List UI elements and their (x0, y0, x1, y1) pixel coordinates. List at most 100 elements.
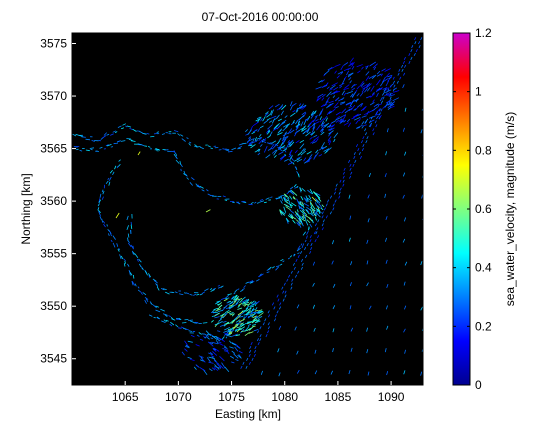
velocity-vector (313, 136, 320, 141)
velocity-vector (328, 111, 333, 114)
velocity-vector (112, 242, 116, 248)
velocity-vector (117, 140, 121, 142)
velocity-vector (346, 91, 353, 94)
velocity-vector (227, 328, 233, 333)
velocity-vector (148, 275, 151, 278)
velocity-vector (286, 278, 289, 282)
velocity-vector (384, 104, 387, 108)
velocity-vector (119, 254, 122, 260)
velocity-vector (312, 209, 315, 214)
velocity-vector (366, 87, 371, 92)
velocity-vector (280, 200, 283, 204)
velocity-vector (350, 327, 354, 332)
velocity-vector (332, 207, 335, 211)
velocity-vector (312, 126, 316, 133)
velocity-vector (238, 354, 242, 358)
velocity-vector (248, 315, 252, 318)
velocity-vector (366, 83, 372, 89)
velocity-vector (384, 193, 387, 198)
velocity-vector (323, 115, 328, 121)
velocity-vector (367, 218, 370, 223)
velocity-vector (366, 136, 369, 140)
velocity-vector (321, 128, 324, 134)
velocity-vector (389, 92, 392, 96)
velocity-vector (248, 331, 254, 334)
velocity-vector (225, 333, 231, 336)
velocity-vector (309, 239, 312, 243)
velocity-vector (202, 322, 208, 324)
velocity-vector (378, 112, 381, 116)
velocity-vector (304, 214, 311, 219)
velocity-vector (384, 348, 387, 353)
velocity-vector (251, 137, 255, 144)
colorbar-tick-label: 0.6 (475, 202, 492, 216)
velocity-vector (102, 190, 105, 195)
velocity-vector (282, 139, 286, 143)
velocity-vector (130, 224, 133, 229)
velocity-vector (320, 207, 324, 211)
velocity-vector (293, 254, 296, 257)
velocity-vector (251, 312, 256, 318)
velocity-vector (321, 125, 324, 128)
velocity-vector (259, 199, 264, 201)
velocity-vector (206, 357, 211, 363)
velocity-vector (259, 326, 262, 330)
velocity-vector (352, 84, 357, 87)
chart-title: 07-Oct-2016 00:00:00 (202, 10, 319, 24)
velocity-vector (231, 147, 237, 151)
velocity-vector (330, 102, 334, 106)
velocity-vector (318, 80, 323, 83)
velocity-vector (281, 121, 286, 125)
velocity-vector (380, 108, 383, 112)
velocity-vector (336, 75, 340, 79)
velocity-vector (211, 319, 214, 323)
velocity-vector (219, 323, 227, 327)
velocity-vector (393, 90, 400, 93)
velocity-vector (287, 140, 291, 143)
velocity-vector (250, 342, 253, 346)
velocity-vector (231, 313, 235, 317)
velocity-vector (198, 332, 202, 335)
velocity-vector (338, 97, 344, 102)
velocity-vector (235, 302, 239, 306)
velocity-vector (224, 199, 228, 201)
velocity-vector (125, 125, 128, 128)
velocity-vector (376, 87, 383, 91)
velocity-vector (245, 299, 250, 305)
velocity-vector (335, 116, 342, 121)
velocity-vector (333, 90, 338, 95)
velocity-vector (345, 102, 353, 106)
velocity-vector (303, 125, 307, 128)
colorbar-tick-label: 0 (475, 378, 482, 392)
velocity-vector (340, 71, 344, 75)
velocity-vector (404, 64, 407, 68)
velocity-vector (223, 346, 229, 350)
velocity-vector (301, 262, 304, 266)
velocity-vector (181, 322, 187, 324)
velocity-vector (272, 117, 278, 122)
velocity-vector (184, 340, 189, 347)
velocity-vector (234, 289, 238, 293)
velocity-vector (375, 124, 378, 128)
velocity-vector (174, 291, 178, 294)
velocity-vector (254, 346, 257, 350)
velocity-vector (254, 137, 257, 141)
velocity-vector (162, 288, 167, 290)
velocity-vector (238, 311, 245, 317)
velocity-vector (184, 348, 188, 352)
velocity-vector (264, 112, 269, 117)
velocity-vector (404, 107, 407, 112)
velocity-vector (220, 285, 224, 288)
velocity-vector (213, 312, 220, 317)
velocity-vector (228, 340, 232, 344)
velocity-vector (376, 70, 381, 75)
velocity-vector (280, 154, 286, 160)
velocity-vector (306, 206, 312, 211)
velocity-vector (129, 272, 133, 276)
velocity-vector (227, 327, 234, 332)
velocity-vector (347, 72, 354, 78)
velocity-vector (183, 328, 187, 330)
velocity-vector (402, 238, 406, 243)
velocity-vector (218, 304, 223, 308)
velocity-vector (330, 370, 333, 375)
